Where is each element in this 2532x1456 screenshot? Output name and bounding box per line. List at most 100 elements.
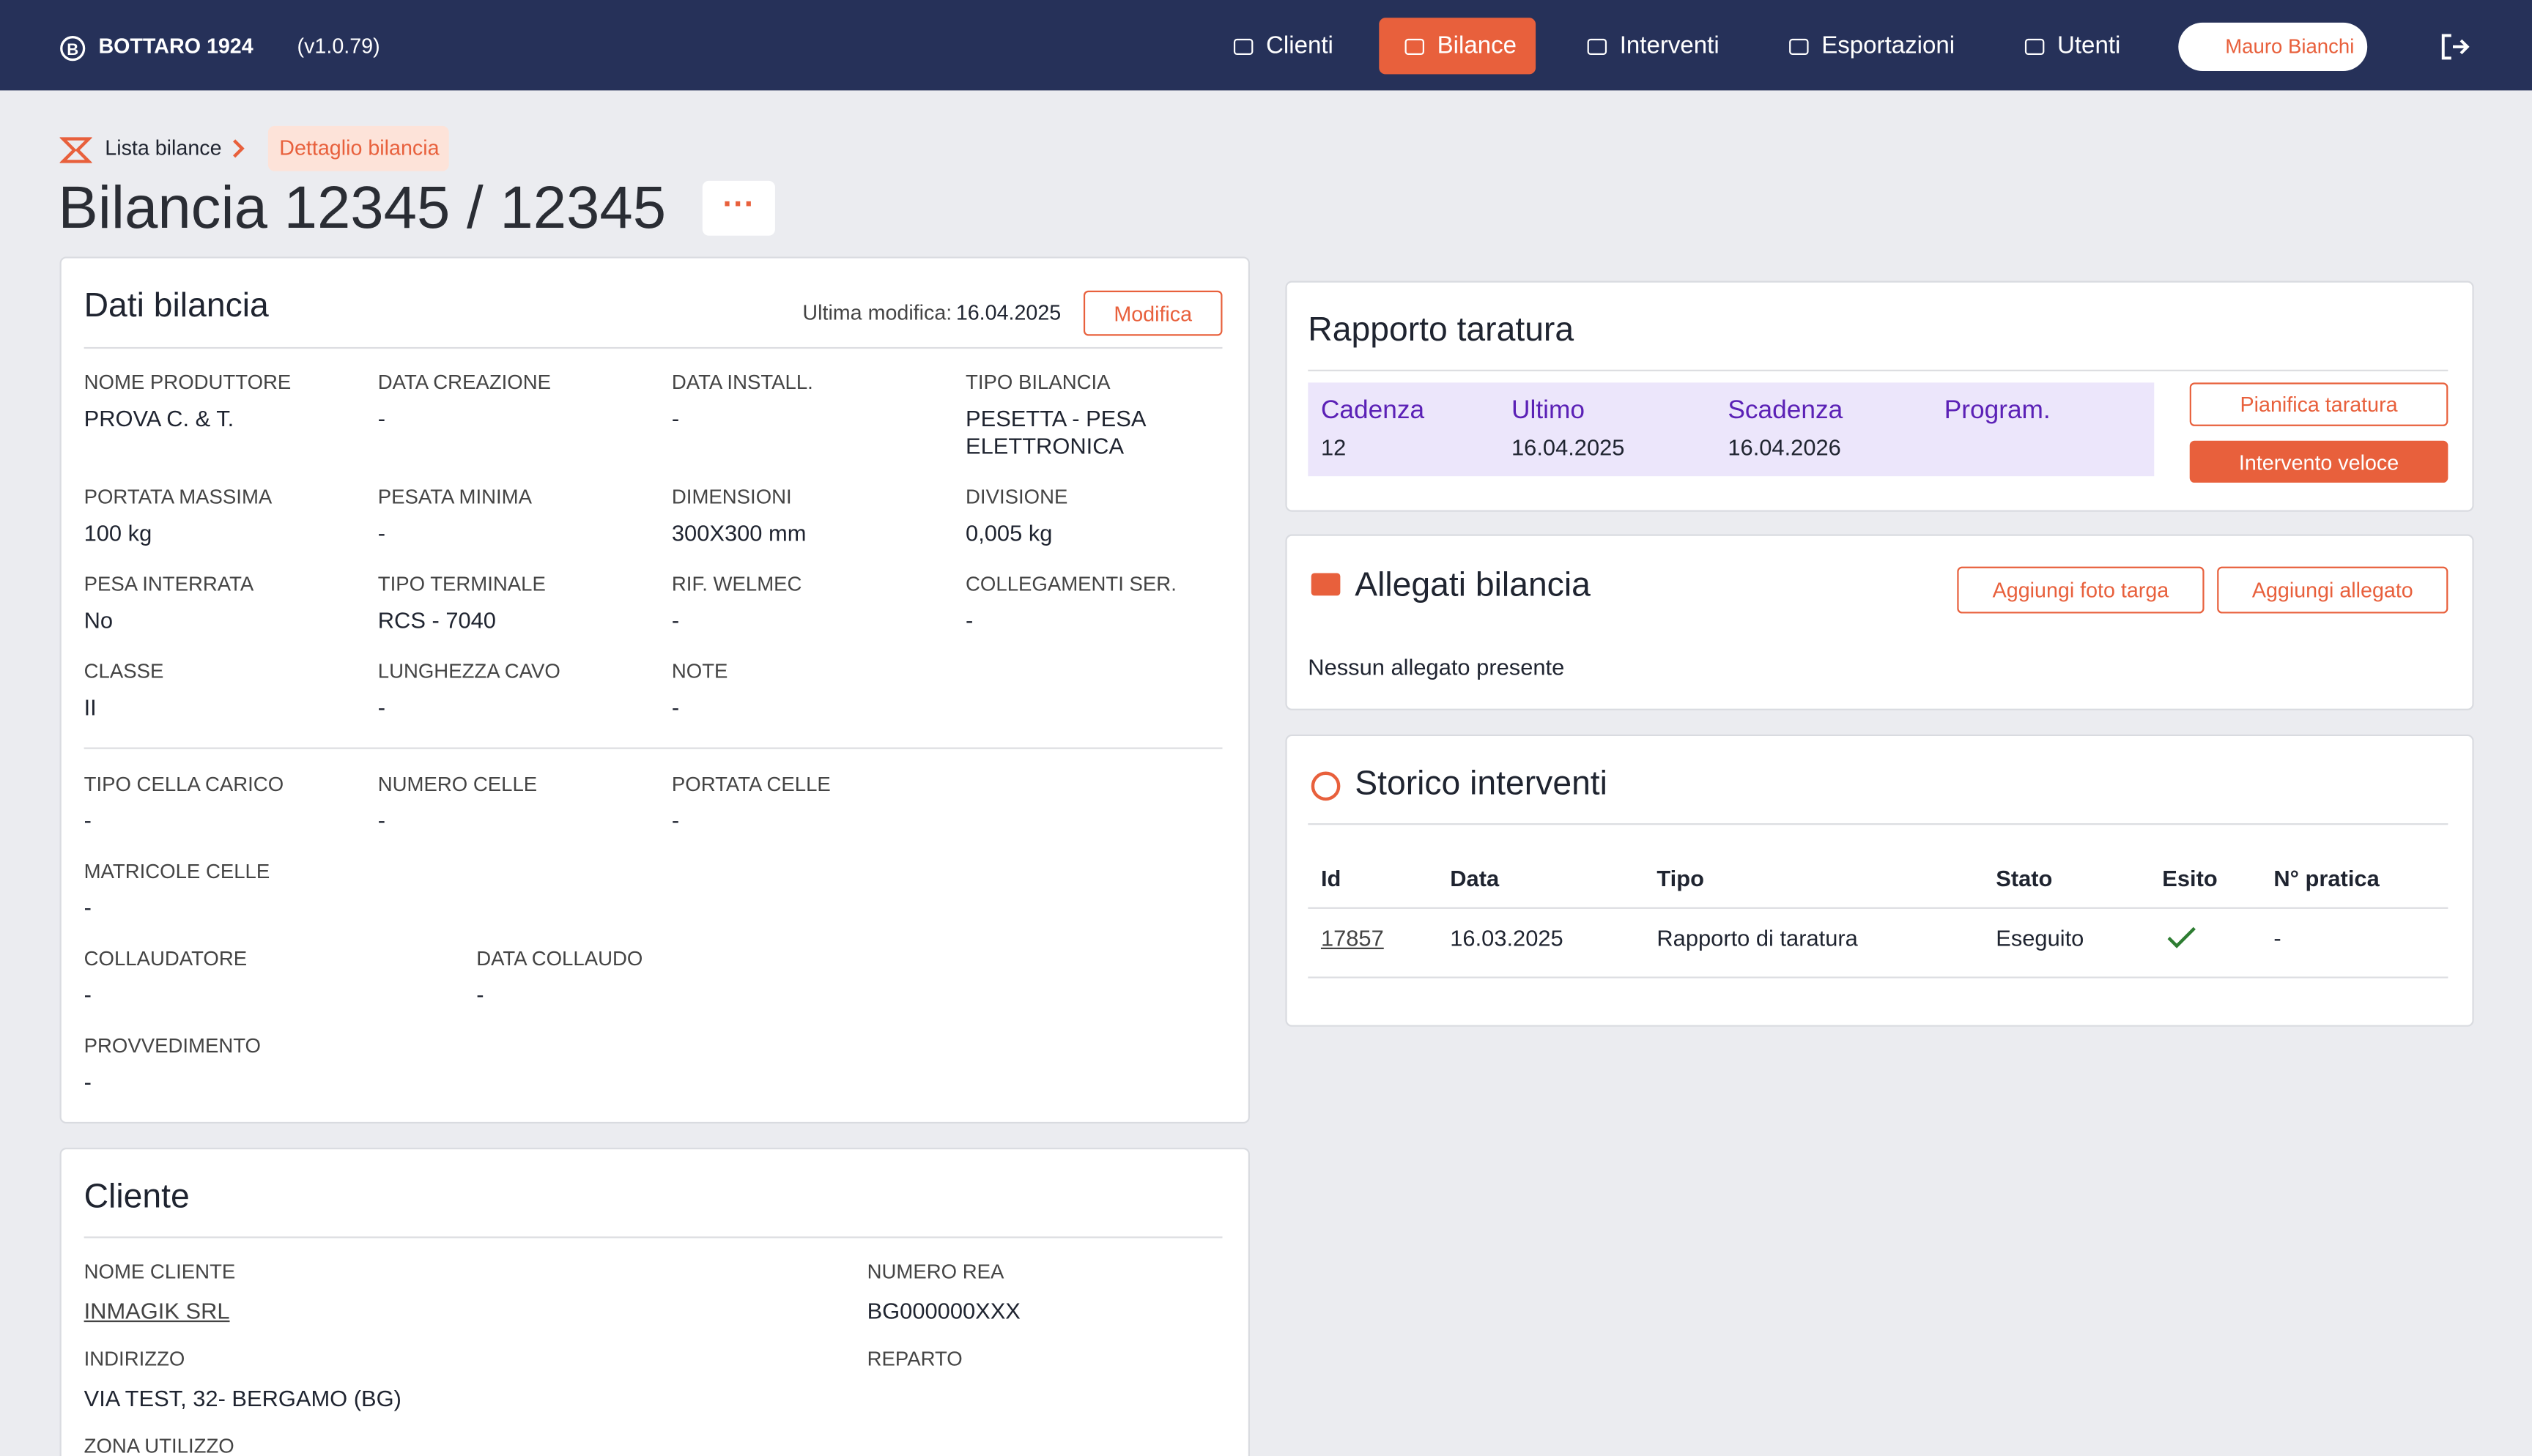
nav-icon [1404, 38, 1424, 55]
last-modified: 16.04.2025 [955, 300, 1062, 325]
field-label: NOME PRODUTTORE [84, 371, 292, 394]
rapporto-value: 12 [1320, 434, 1347, 461]
field-value: - [84, 807, 92, 833]
empty-message: Nessun allegato presente [1308, 653, 1565, 680]
rapporto-box [1308, 382, 2155, 477]
separator [1308, 823, 2448, 825]
field-label: DATA CREAZIONE [377, 371, 552, 394]
field-label: COLLEGAMENTI SER. [966, 573, 1177, 596]
field-label: TIPO CELLA CARICO [84, 773, 284, 796]
brand: BOTTARO 1924 [98, 34, 253, 59]
nav-icon [1233, 38, 1254, 55]
field-value: - [377, 694, 386, 721]
table-cell: Rapporto di taratura [1656, 924, 1858, 951]
breadcrumb-parent[interactable]: Lista bilance [105, 135, 222, 160]
nav-icon [1789, 38, 1809, 55]
rapporto-label: Ultimo [1511, 397, 1585, 425]
table-header: Id [1320, 865, 1341, 891]
field-label: NOME CLIENTE [84, 1260, 236, 1284]
field-value: - [476, 981, 484, 1008]
field-value: - [966, 606, 974, 633]
field-label: NUMERO CELLE [377, 773, 538, 796]
nav-icon [1587, 38, 1607, 55]
card-title: Storico interventi [1355, 765, 1607, 803]
field-label: NUMERO REA [867, 1260, 1004, 1284]
field-value: BG000000XXX [867, 1298, 1021, 1324]
separator [84, 346, 1223, 349]
separator [1308, 369, 2448, 371]
nav-icon [2024, 38, 2045, 55]
table-cell[interactable]: 17857 [1320, 924, 1384, 951]
check-icon [2167, 926, 2196, 948]
field-label: TIPO TERMINALE [377, 573, 546, 596]
field-value: - [84, 981, 92, 1008]
field-value: 300X300 mm [671, 519, 807, 546]
card-title: Allegati bilancia [1355, 566, 1591, 604]
card-title: Dati bilancia [84, 287, 269, 325]
field-value: - [671, 606, 680, 633]
field-label: PROVVEDIMENTO [84, 1034, 261, 1058]
svg-text:B: B [67, 40, 78, 59]
field-label: INDIRIZZO [84, 1348, 185, 1371]
field-value: - [671, 694, 680, 721]
field-value: - [377, 405, 386, 431]
field-label: MATRICOLE CELLE [84, 860, 270, 883]
plan-button[interactable]: Pianifica taratura [2189, 382, 2448, 426]
edit-button[interactable]: Modifica [1083, 290, 1223, 336]
field-value[interactable]: INMAGIK SRL [84, 1298, 230, 1324]
field-value: - [671, 807, 680, 833]
table-header: Esito [2162, 865, 2218, 891]
more-button[interactable]: ··· [702, 180, 775, 236]
field-label: RIF. WELMEC [671, 573, 802, 596]
history-icon [1311, 771, 1341, 801]
table-cell: 16.03.2025 [1450, 924, 1563, 951]
breadcrumb-icon [59, 137, 92, 163]
user-name[interactable]: Mauro Bianchi [2225, 35, 2355, 59]
field-value: No [84, 606, 114, 633]
field-label: ZONA UTILIZZO [84, 1435, 234, 1456]
nav-item[interactable]: Utenti [2057, 32, 2121, 60]
rapporto-label: Cadenza [1320, 397, 1425, 425]
field-value: - [377, 807, 386, 833]
field-value: PROVA C. & T. [84, 405, 234, 431]
field-label: PESATA MINIMA [377, 486, 533, 509]
field-value: - [84, 894, 92, 921]
page-title: Bilancia 12345 / 12345 [58, 174, 667, 241]
allegati-card [1285, 534, 2474, 710]
field-value: 0,005 kg [966, 519, 1053, 546]
add-file-button[interactable]: Aggiungi allegato [2217, 566, 2448, 614]
field-label: PORTATA MASSIMA [84, 486, 273, 509]
rapporto-label: Program. [1944, 397, 2051, 425]
nav-item[interactable]: Esportazioni [1821, 32, 1955, 60]
card-title: Rapporto taratura [1308, 311, 1574, 349]
logo: B [60, 36, 86, 62]
field-label: DATA COLLAUDO [476, 947, 643, 970]
field-value: - [377, 519, 386, 546]
quick-button[interactable]: Intervento veloce [2189, 440, 2448, 483]
nav-item[interactable]: Bilance [1437, 32, 1517, 60]
chevron [233, 139, 245, 158]
table-cell: - [2273, 924, 2281, 951]
field-label: PORTATA CELLE [671, 773, 831, 796]
top-bar [0, 0, 2532, 91]
card-title: Cliente [84, 1178, 190, 1216]
logout-icon[interactable] [2438, 31, 2470, 63]
field-label: TIPO BILANCIA [966, 371, 1111, 394]
field-label: CLASSE [84, 660, 164, 683]
field-label: DIVISIONE [966, 486, 1068, 509]
table-header: N° pratica [2273, 865, 2380, 891]
user-pill[interactable] [2178, 22, 2368, 71]
dati-card [59, 256, 1250, 1124]
nav-item[interactable]: Interventi [1619, 32, 1720, 60]
field-label: REPARTO [867, 1348, 963, 1371]
field-label: DATA INSTALL. [671, 371, 813, 394]
nav-item[interactable]: Clienti [1265, 32, 1333, 60]
separator [84, 747, 1223, 749]
breadcrumb-current-bg [267, 125, 449, 171]
rapporto-label: Scadenza [1728, 397, 1843, 425]
separator [1308, 907, 2448, 909]
add-photo-button[interactable]: Aggiungi foto targa [1957, 566, 2205, 614]
